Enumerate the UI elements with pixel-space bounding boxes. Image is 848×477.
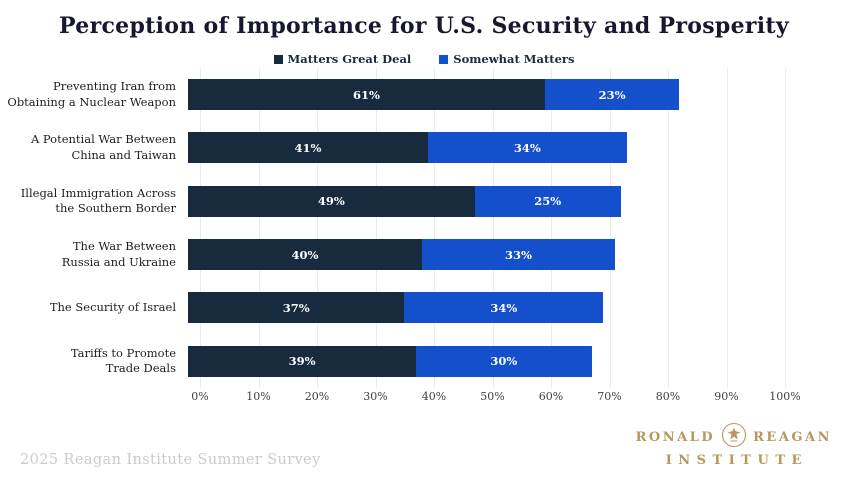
eagle-seal-icon xyxy=(721,422,747,452)
chart-plot-area: Preventing Iran from Obtaining a Nuclear… xyxy=(0,68,786,388)
bar-value-label: 23% xyxy=(598,87,626,102)
x-axis: 0% 10% 20% 30% 40% 50% 60% 70% 80% 90% 100% xyxy=(191,390,800,406)
legend-label: Matters Great Deal xyxy=(287,52,412,66)
gridline xyxy=(317,68,318,388)
bar-track: 40% 33% xyxy=(188,239,773,271)
bar-value-label: 40% xyxy=(291,247,319,262)
bar-segment-somewhat-matters: 34% xyxy=(427,132,627,164)
reagan-institute-logo: RONALD REAGAN INSTITUTE xyxy=(636,422,832,468)
bar-segment-somewhat-matters: 25% xyxy=(474,185,621,217)
legend-swatch-somewhat-icon xyxy=(439,54,449,64)
category-label: The War Between Russia and Ukraine xyxy=(61,239,176,269)
bar-track: 37% 34% xyxy=(188,292,773,324)
x-axis-tick-label: 90% xyxy=(714,390,739,403)
bar-value-label: 41% xyxy=(294,140,322,155)
logo-word-reagan: REAGAN xyxy=(753,429,832,445)
legend-label: Somewhat Matters xyxy=(453,52,575,66)
gridline xyxy=(785,68,786,388)
bar-rows: Preventing Iran from Obtaining a Nuclear… xyxy=(0,68,785,388)
gridline xyxy=(434,68,435,388)
x-axis-tick-label: 20% xyxy=(304,390,330,403)
bar-segment-matters-great-deal: 40% xyxy=(188,239,422,271)
gridline xyxy=(492,68,494,388)
bar-value-label: 33% xyxy=(505,247,532,262)
bar-value-label: 61% xyxy=(352,87,380,102)
gridline xyxy=(726,68,728,388)
gridline xyxy=(200,68,201,388)
category-label: A Potential War Between China and Taiwan xyxy=(30,132,176,162)
bar-track: 61% 23% xyxy=(188,79,773,111)
chart-row: Illegal Immigration Across the Southern … xyxy=(0,175,785,228)
logo-top-line: RONALD REAGAN xyxy=(636,422,832,452)
chart-title: Perception of Importance for U.S. Securi… xyxy=(59,13,789,39)
bar-value-label: 25% xyxy=(534,194,562,209)
legend-swatch-great-deal-icon xyxy=(273,54,283,64)
bar-segment-somewhat-matters: 30% xyxy=(416,345,592,377)
chart-row: Preventing Iran from Obtaining a Nuclear… xyxy=(0,68,785,121)
bar-track: 39% 30% xyxy=(188,345,773,377)
chart-legend: Matters Great Deal Somewhat Matters xyxy=(0,52,848,66)
bar-track: 49% 25% xyxy=(188,185,773,217)
chart-row: The War Between Russia and Ukraine 40% 33% xyxy=(0,228,785,281)
bar-segment-matters-great-deal: 39% xyxy=(188,345,417,377)
category-label: Tariffs to Promote Trade Deals xyxy=(70,345,176,376)
x-axis-tick-label: 100% xyxy=(769,390,801,403)
category-label: Illegal Immigration Across the Southern … xyxy=(20,185,176,216)
x-axis-tick-label: 0% xyxy=(191,390,209,403)
category-label: Preventing Iran from Obtaining a Nuclear… xyxy=(7,79,176,109)
x-axis-tick-label: 60% xyxy=(538,390,564,403)
chart-row: The Security of Israel 37% 34% xyxy=(0,281,785,334)
x-axis-tick-label: 50% xyxy=(480,390,505,403)
bar-segment-somewhat-matters: 23% xyxy=(544,79,680,111)
bar-segment-matters-great-deal: 49% xyxy=(188,185,475,217)
gridline xyxy=(609,68,611,388)
legend-item-somewhat-matters: Somewhat Matters xyxy=(439,52,574,66)
legend-item-matters-great-deal: Matters Great Deal xyxy=(273,52,412,66)
gridline xyxy=(551,68,552,388)
x-axis-tick-label: 40% xyxy=(421,390,447,403)
bar-segment-matters-great-deal: 61% xyxy=(188,79,545,111)
bar-segment-matters-great-deal: 37% xyxy=(188,292,405,324)
bar-value-label: 34% xyxy=(490,300,518,315)
bar-segment-matters-great-deal: 41% xyxy=(188,132,428,164)
bar-value-label: 37% xyxy=(282,300,310,315)
bar-segment-somewhat-matters: 34% xyxy=(404,292,604,324)
bar-track: 41% 34% xyxy=(188,132,773,164)
chart-row: A Potential War Between China and Taiwan… xyxy=(0,121,785,174)
bar-segment-somewhat-matters: 33% xyxy=(422,239,616,271)
gridline xyxy=(375,68,377,388)
bar-value-label: 39% xyxy=(288,354,316,369)
bar-value-label: 49% xyxy=(317,194,345,209)
category-label: The Security of Israel xyxy=(49,300,176,315)
bar-value-label: 30% xyxy=(490,354,518,369)
logo-word-ronald: RONALD xyxy=(635,429,716,445)
x-axis-tick-label: 80% xyxy=(655,390,681,403)
chart-row: Tariffs to Promote Trade Deals 39% 30% xyxy=(0,335,785,388)
gridline xyxy=(258,68,260,388)
gridline xyxy=(668,68,669,388)
x-axis-tick-label: 10% xyxy=(246,390,271,403)
source-note: 2025 Reagan Institute Summer Survey xyxy=(20,452,321,468)
x-axis-tick-label: 70% xyxy=(597,390,622,403)
logo-word-institute: INSTITUTE xyxy=(665,453,808,468)
x-axis-tick-label: 30% xyxy=(363,390,388,403)
gridline-layer xyxy=(200,68,786,388)
bar-value-label: 34% xyxy=(513,140,541,155)
